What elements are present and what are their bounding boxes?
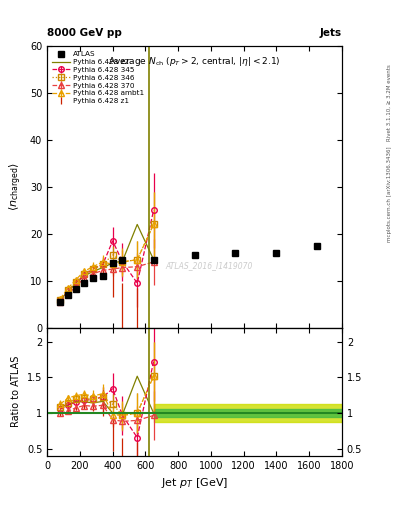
- ATLAS: [82, 280, 86, 286]
- ATLAS: [233, 249, 238, 255]
- Pythia 6.428 z2: [101, 265, 105, 271]
- Legend: ATLAS, Pythia 6.428 z2, Pythia 6.428 345, Pythia 6.428 346, Pythia 6.428 370, Py: ATLAS, Pythia 6.428 z2, Pythia 6.428 345…: [50, 48, 147, 107]
- Pythia 6.428 z2: [151, 257, 156, 263]
- Pythia 6.428 z2: [82, 273, 86, 279]
- Text: 8000 GeV pp: 8000 GeV pp: [47, 28, 122, 38]
- Pythia 6.428 z2: [73, 280, 78, 286]
- Pythia 6.428 z2: [91, 268, 95, 274]
- ATLAS: [151, 257, 156, 263]
- Text: mcplots.cern.ch [arXiv:1306.3436]: mcplots.cern.ch [arXiv:1306.3436]: [387, 147, 392, 242]
- Pythia 6.428 z2: [120, 258, 125, 264]
- Y-axis label: Ratio to ATLAS: Ratio to ATLAS: [11, 356, 21, 428]
- Pythia 6.428 z2: [58, 296, 62, 303]
- Text: Average $N_{\rm ch}$ ($p_T>2$, central, $|\eta| < 2.1$): Average $N_{\rm ch}$ ($p_T>2$, central, …: [108, 55, 281, 68]
- ATLAS: [274, 249, 279, 255]
- ATLAS: [192, 252, 197, 258]
- ATLAS: [91, 275, 95, 282]
- ATLAS: [58, 299, 62, 305]
- X-axis label: Jet $p_T$ [GeV]: Jet $p_T$ [GeV]: [161, 476, 228, 490]
- ATLAS: [315, 243, 320, 249]
- Line: Pythia 6.428 z2: Pythia 6.428 z2: [60, 224, 154, 300]
- ATLAS: [120, 257, 125, 263]
- Pythia 6.428 z2: [135, 221, 140, 227]
- Text: Jets: Jets: [320, 28, 342, 38]
- ATLAS: [66, 292, 71, 298]
- ATLAS: [73, 286, 78, 292]
- Pythia 6.428 z2: [110, 260, 115, 266]
- ATLAS: [110, 260, 115, 266]
- ATLAS: [101, 273, 105, 279]
- Line: ATLAS: ATLAS: [57, 242, 321, 305]
- Text: ATLAS_2016_I1419070: ATLAS_2016_I1419070: [165, 261, 253, 270]
- Text: Rivet 3.1.10, ≥ 3.2M events: Rivet 3.1.10, ≥ 3.2M events: [387, 64, 392, 141]
- Pythia 6.428 z2: [66, 288, 71, 294]
- Y-axis label: $\langle n_{\rm charged} \rangle$: $\langle n_{\rm charged} \rangle$: [8, 162, 24, 211]
